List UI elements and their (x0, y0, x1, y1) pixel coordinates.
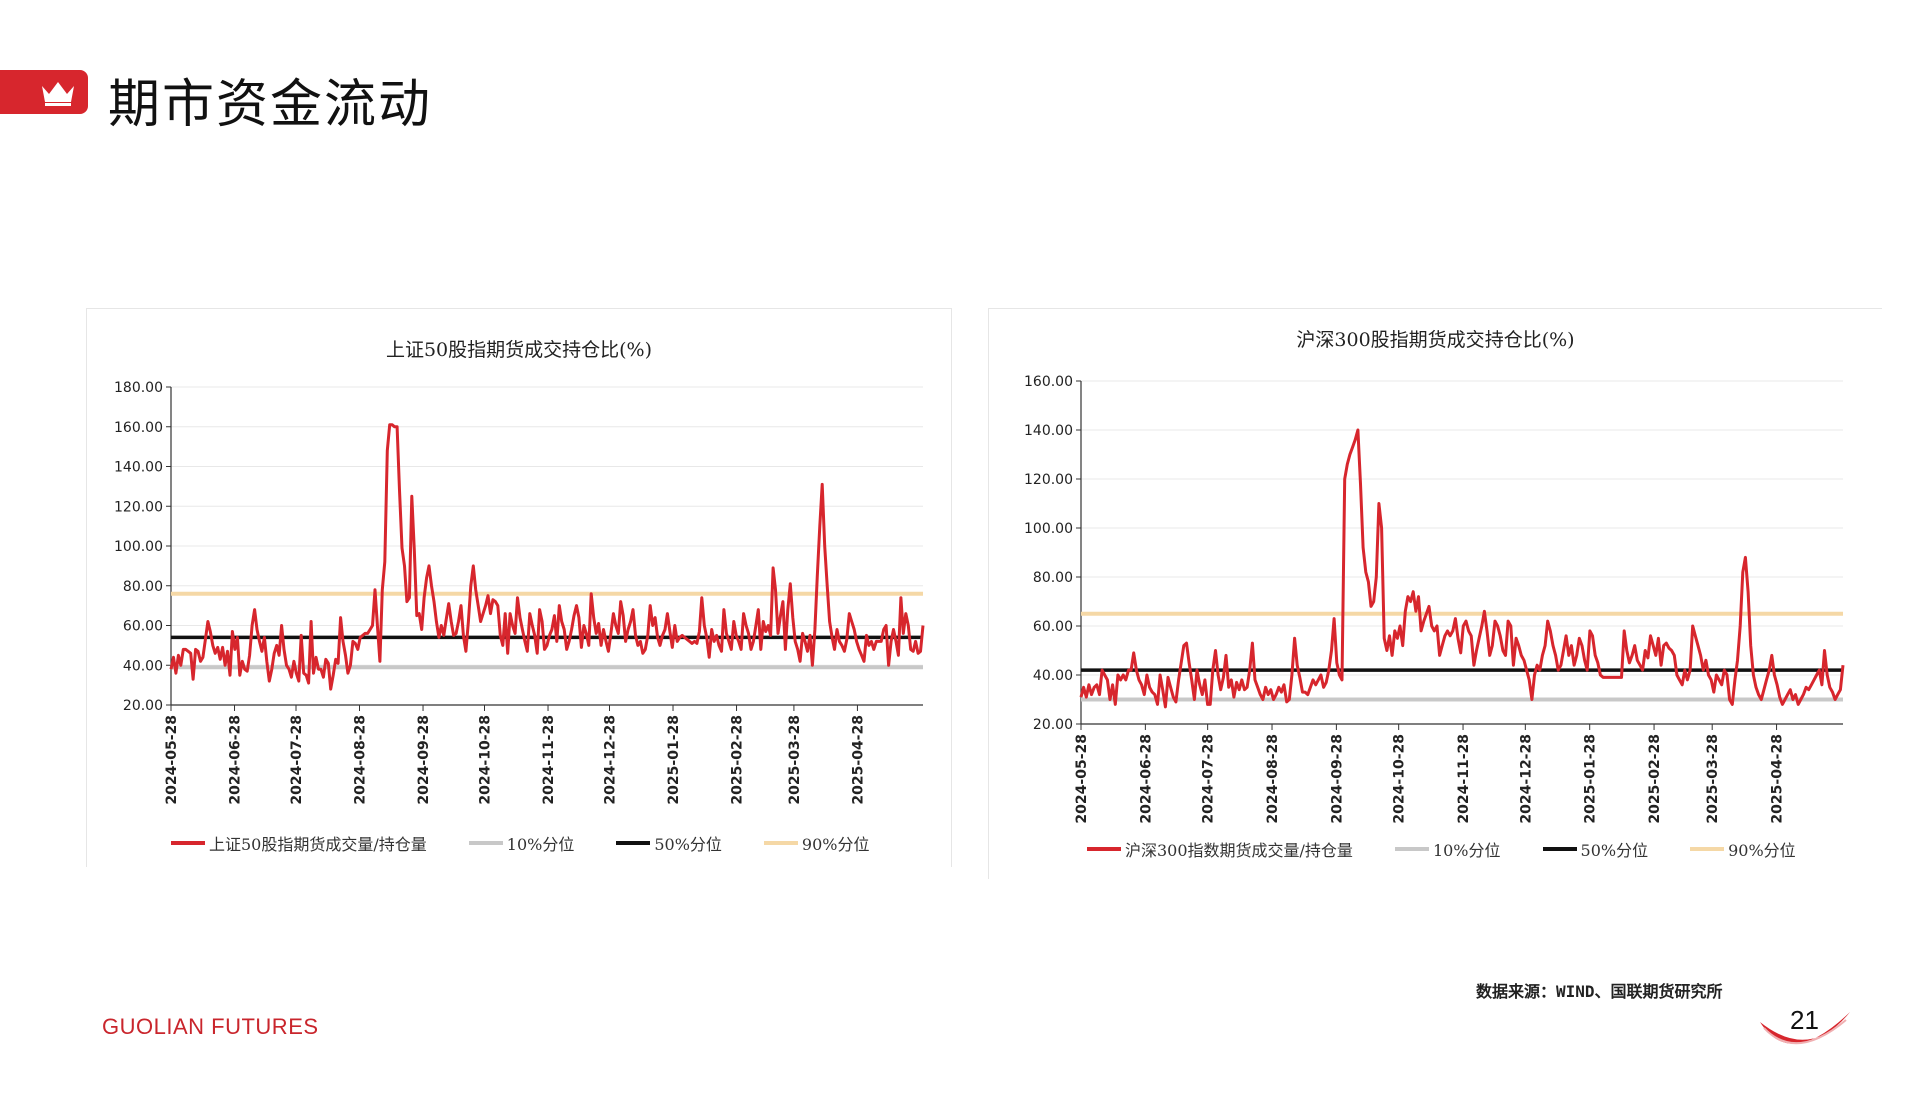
x-tick-label: 2025-04-28 (850, 715, 866, 805)
legend-swatch (616, 841, 651, 845)
chart-legend: 上证50股指期货成交量/持仓量 10%分位 50%分位 90%分位 (171, 831, 912, 855)
legend-label: 10%分位 (1432, 841, 1501, 860)
legend-label: 上证50股指期货成交量/持仓量 (209, 835, 427, 854)
x-tick-label: 2025-04-28 (1770, 734, 1786, 824)
legend-swatch (171, 841, 205, 845)
x-tick-label: 2025-01-28 (666, 715, 682, 805)
legend-item: 10%分位 (1394, 837, 1501, 861)
series-line-main (169, 423, 925, 691)
y-tick-label: 20.00 (1033, 717, 1073, 733)
y-tick-label: 180.00 (114, 380, 163, 396)
page-title: 期市资金流动 (108, 75, 433, 135)
x-tick-label: 2024-11-28 (1456, 734, 1472, 824)
legend-swatch (1087, 847, 1121, 851)
title-accent-bar (0, 70, 88, 114)
legend-swatch (468, 841, 503, 845)
legend-item: 50%分位 (1542, 837, 1649, 861)
legend-swatch (1690, 847, 1725, 851)
brand-logo-text: GUOLIAN FUTURES (102, 1014, 319, 1040)
legend-label: 沪深300指数期货成交量/持仓量 (1125, 841, 1353, 860)
chart-panel-sse50: 上证50股指期货成交持仓比(%) 20.00 40.00 60.00 80.00 100… (86, 308, 952, 867)
y-tick-label: 20.00 (123, 698, 163, 714)
chart-title: 沪深300股指期货成交持仓比(%) (1296, 329, 1575, 351)
legend-swatch (1542, 847, 1577, 851)
legend-item: 90%分位 (1690, 837, 1796, 861)
legend-label: 50%分位 (1580, 841, 1649, 860)
legend-item: 90%分位 (763, 831, 870, 855)
y-tick-label: 40.00 (1033, 668, 1073, 684)
x-tick-label: 2025-02-28 (730, 715, 746, 805)
x-tick-label: 2024-08-28 (353, 715, 369, 805)
legend-label: 90%分位 (1728, 841, 1796, 860)
y-tick-label: 140.00 (1024, 423, 1073, 439)
chart-title: 上证50股指期货成交持仓比(%) (385, 339, 653, 361)
x-tick-label: 2024-05-28 (164, 715, 180, 805)
brand-sub: FUTURES (211, 1014, 319, 1039)
legend-label: 50%分位 (654, 835, 722, 854)
legend-item: 沪深300指数期货成交量/持仓量 (1087, 837, 1353, 861)
x-tick-label: 2024-12-28 (602, 715, 618, 805)
x-tick-label: 2025-02-28 (1647, 734, 1663, 824)
y-tick-label: 120.00 (1024, 472, 1073, 488)
y-tick-label: 80.00 (1033, 570, 1073, 586)
legend-label: 90%分位 (801, 835, 870, 854)
x-tick-label: 2025-03-28 (1705, 734, 1721, 824)
y-tick-label: 120.00 (114, 499, 163, 515)
x-tick-label: 2024-06-28 (228, 715, 244, 805)
corner-swoosh-icon (1760, 1012, 1850, 1045)
x-tick-label: 2024-12-28 (1518, 734, 1534, 824)
y-tick-label: 100.00 (1024, 521, 1073, 537)
data-source-note: 数据来源：WIND、国联期货研究所 (1476, 982, 1723, 1001)
y-tick-label: 80.00 (123, 579, 163, 595)
legend-label: 10%分位 (506, 835, 575, 854)
crown-icon (42, 82, 74, 106)
y-tick-label: 40.00 (123, 658, 163, 674)
x-tick-label: 2025-03-28 (787, 715, 803, 805)
chart-panel-csi300: 沪深300股指期货成交持仓比(%) 20.00 40.00 60.00 80.00 10… (988, 308, 1882, 879)
y-tick-label: 160.00 (114, 420, 163, 436)
x-tick-label: 2024-11-28 (541, 715, 557, 805)
x-tick-label: 2024-09-28 (416, 715, 432, 805)
legend-item: 上证50股指期货成交量/持仓量 (171, 831, 427, 855)
x-tick-label: 2024-07-28 (289, 715, 305, 805)
y-tick-label: 100.00 (114, 539, 163, 555)
y-tick-label: 160.00 (1024, 374, 1073, 390)
legend-item: 10%分位 (468, 831, 575, 855)
legend-swatch (763, 841, 798, 845)
x-tick-label: 2024-07-28 (1201, 734, 1217, 824)
series-line-main (1079, 428, 1845, 709)
y-tick-label: 140.00 (114, 460, 163, 476)
brand-main: GUOLIAN (102, 1014, 205, 1039)
y-tick-label: 60.00 (123, 619, 163, 635)
chart-legend: 沪深300指数期货成交量/持仓量 10%分位 50%分位 90%分位 (1087, 837, 1838, 861)
x-tick-label: 2024-09-28 (1329, 734, 1345, 824)
x-tick-label: 2024-10-28 (478, 715, 494, 805)
legend-swatch (1394, 847, 1429, 851)
legend-item: 50%分位 (616, 831, 722, 855)
y-tick-label: 60.00 (1033, 619, 1073, 635)
chart-svg-sse50: 20.00 40.00 60.00 80.00 100.00 120.00 140.00 16… (114, 380, 925, 805)
x-tick-label: 2025-01-28 (1583, 734, 1599, 824)
x-tick-label: 2024-08-28 (1265, 734, 1281, 824)
x-tick-label: 2024-05-28 (1074, 734, 1090, 824)
chart-svg-csi300: 20.00 40.00 60.00 80.00 100.00 120.00 140.00 16… (1024, 374, 1845, 824)
x-tick-label: 2024-10-28 (1392, 734, 1408, 824)
page-number: 21 (1790, 1005, 1819, 1035)
x-tick-label: 2024-06-28 (1138, 734, 1154, 824)
